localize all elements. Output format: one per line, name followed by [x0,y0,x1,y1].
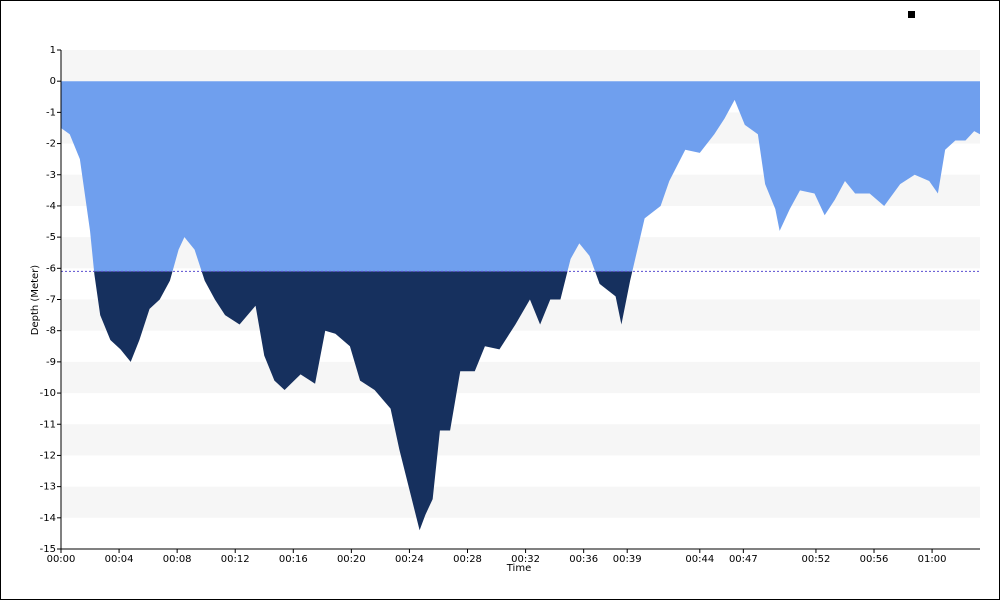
x-axis-title: Time [506,563,531,574]
x-tick-label: 00:52 [802,554,831,565]
x-tick-label: 00:56 [860,554,889,565]
x-tick-label: 00:47 [729,554,758,565]
area-shallow [61,81,980,272]
x-tick-label: 01:00 [918,554,947,565]
legend-marker [908,11,915,18]
x-tick-label: 00:04 [105,554,134,565]
grid-band [61,424,980,456]
x-tick-label: 00:39 [613,554,642,565]
area-deep [94,271,633,531]
y-tick-label: -4 [46,201,56,212]
y-tick-label: -12 [40,450,56,461]
x-tick-label: 00:20 [337,554,366,565]
y-tick-label: -8 [46,326,56,337]
y-tick-label: -3 [46,170,56,181]
x-tick-label: 00:08 [163,554,192,565]
x-tick-label: 00:12 [221,554,250,565]
x-tick-label: 00:36 [569,554,598,565]
y-tick-label: -13 [40,482,56,493]
x-tick-label: 00:32 [511,554,540,565]
grid-band [61,361,980,394]
x-tick-label: 00:24 [395,554,424,565]
grid-band [61,486,980,518]
x-tick-label: 00:00 [47,554,76,565]
y-tick-label: -9 [46,357,56,368]
x-tick-label: 00:16 [279,554,308,565]
y-tick-label: -5 [46,232,56,243]
y-tick-label: -11 [40,419,56,430]
y-tick-label: -14 [40,513,56,524]
y-tick-label: -2 [46,139,56,150]
y-tick-label: -7 [46,295,56,306]
grid-band [61,50,980,82]
x-tick-label: 00:44 [685,554,714,565]
y-tick-label: 0 [50,76,56,87]
y-tick-label: -6 [46,263,56,274]
y-tick-label: -1 [46,107,56,118]
y-tick-label: 1 [50,45,56,56]
y-tick-label: -15 [40,544,56,555]
y-axis-title: Depth (Meter) [30,265,41,336]
y-tick-label: -10 [40,388,56,399]
x-tick-label: 00:28 [453,554,482,565]
